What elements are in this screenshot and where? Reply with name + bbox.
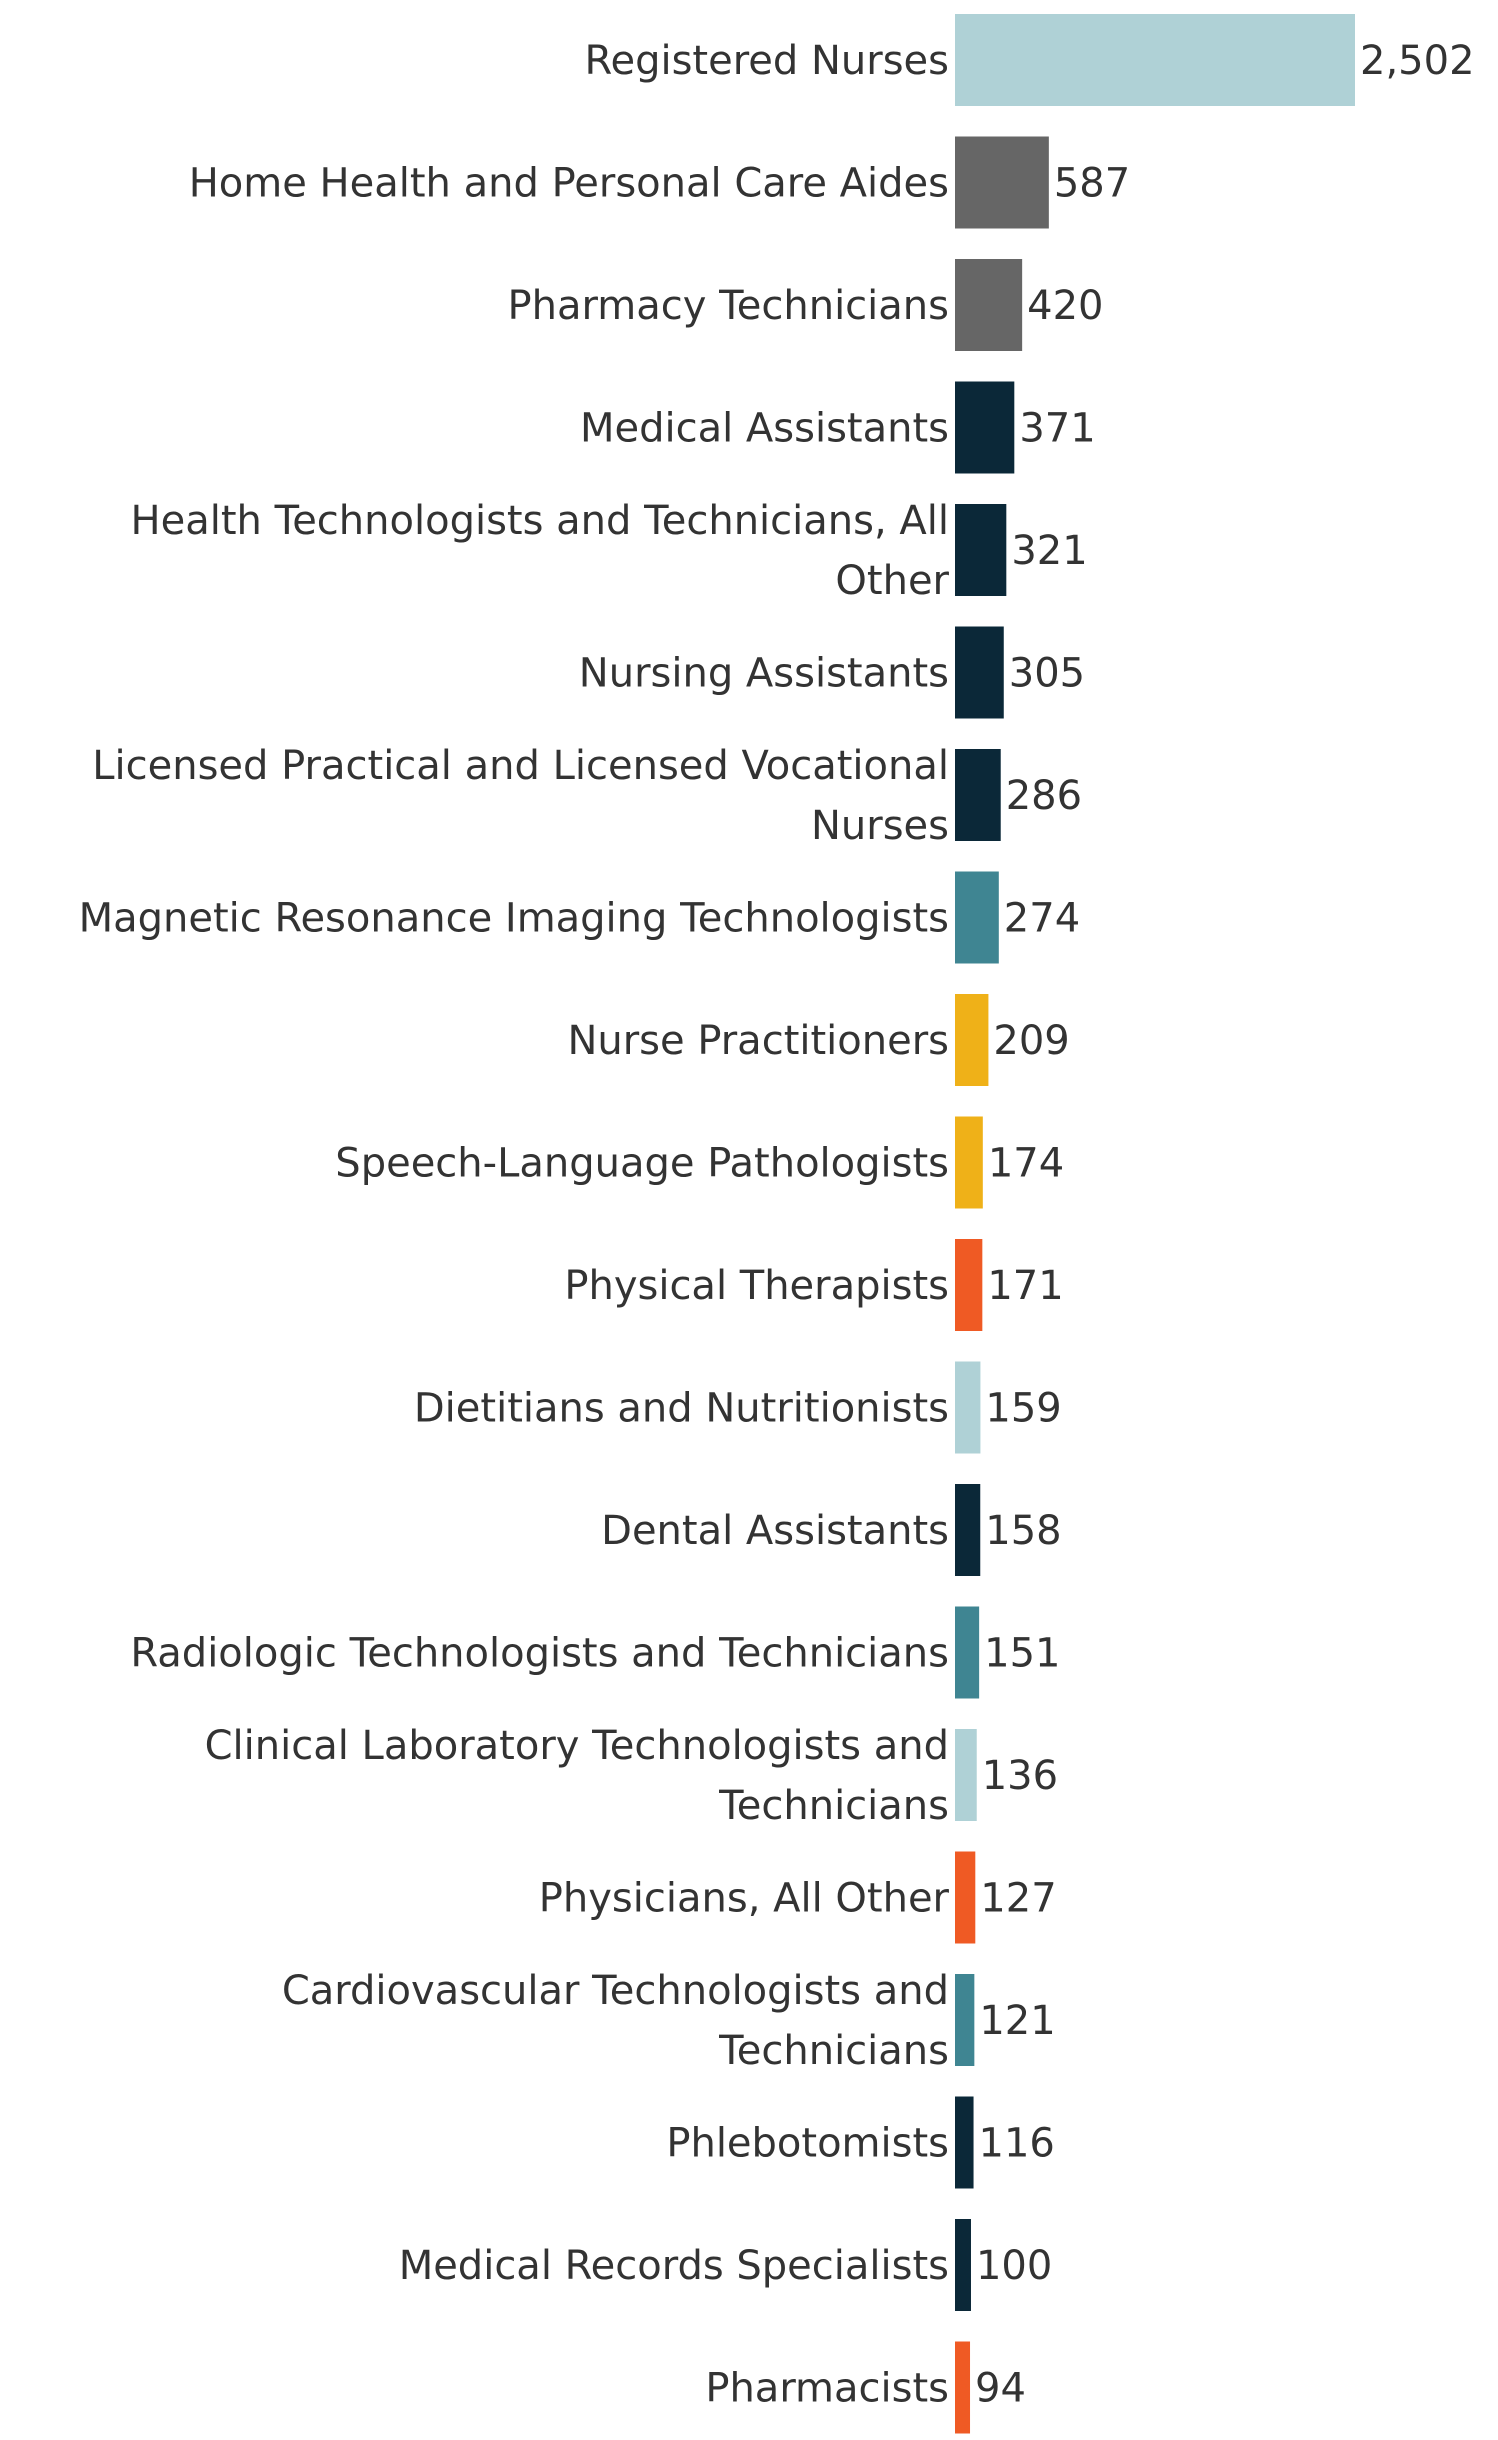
value-label-15: 127: [980, 1876, 1056, 1922]
value-label-5: 305: [1009, 651, 1085, 697]
bar-13: [955, 1606, 980, 1699]
bar-19: [955, 2341, 971, 2434]
category-label-14: Clinical Laboratory Technologists and Tec…: [205, 1723, 949, 1829]
category-label-7: Magnetic Resonance Imaging Technologists: [79, 896, 949, 942]
value-label-12: 158: [985, 1508, 1061, 1554]
category-label-2: Pharmacy Technicians: [508, 283, 949, 329]
bar-10: [955, 1239, 983, 1331]
category-label-6: Licensed Practical and Licensed Vocation…: [92, 743, 949, 849]
value-label-6: 286: [1006, 773, 1082, 819]
category-label-19: Pharmacists: [705, 2366, 949, 2412]
value-label-13: 151: [984, 1631, 1060, 1677]
bar-8: [955, 994, 989, 1086]
bar-2: [955, 259, 1023, 351]
category-label-line: Nurse Practitioners: [567, 1018, 949, 1064]
category-label-line: Technicians: [718, 2028, 949, 2074]
category-label-17: Phlebotomists: [666, 2121, 949, 2167]
bar-14: [955, 1729, 977, 1821]
category-label-line: Magnetic Resonance Imaging Technologists: [79, 896, 949, 942]
category-label-line: Health Technologists and Technicians, Al…: [131, 498, 950, 544]
value-label-10: 171: [987, 1263, 1063, 1309]
category-label-line: Medical Records Specialists: [399, 2243, 949, 2289]
category-label-13: Radiologic Technologists and Technicians: [130, 1631, 949, 1677]
category-label-10: Physical Therapists: [564, 1263, 949, 1309]
bar-16: [955, 1974, 975, 2066]
value-label-4: 321: [1011, 528, 1087, 574]
bar-5: [955, 626, 1004, 719]
category-label-5: Nursing Assistants: [579, 651, 949, 697]
category-label-18: Medical Records Specialists: [399, 2243, 949, 2289]
bar-9: [955, 1116, 983, 1209]
category-label-line: Home Health and Personal Care Aides: [189, 161, 949, 207]
category-label-line: Pharmacists: [705, 2366, 949, 2412]
value-label-7: 274: [1004, 896, 1080, 942]
category-label-3: Medical Assistants: [580, 406, 949, 452]
category-label-0: Registered Nurses: [584, 38, 949, 84]
bar-18: [955, 2219, 971, 2311]
category-label-11: Dietitians and Nutritionists: [414, 1386, 949, 1432]
category-label-line: Other: [835, 558, 949, 604]
category-label-line: Pharmacy Technicians: [508, 283, 949, 329]
value-label-8: 209: [993, 1018, 1069, 1064]
category-label-4: Health Technologists and Technicians, Al…: [131, 498, 950, 604]
category-label-line: Physical Therapists: [564, 1263, 949, 1309]
category-label-12: Dental Assistants: [601, 1508, 949, 1554]
category-label-line: Licensed Practical and Licensed Vocation…: [92, 743, 949, 789]
category-label-line: Nursing Assistants: [579, 651, 949, 697]
value-label-19: 94: [975, 2366, 1026, 2412]
bar-1: [955, 136, 1049, 229]
category-label-line: Dietitians and Nutritionists: [414, 1386, 949, 1432]
category-label-line: Dental Assistants: [601, 1508, 949, 1554]
category-label-line: Physicians, All Other: [539, 1876, 950, 1922]
category-label-8: Nurse Practitioners: [567, 1018, 949, 1064]
value-label-11: 159: [985, 1386, 1061, 1432]
value-label-18: 100: [976, 2243, 1052, 2289]
category-label-9: Speech-Language Pathologists: [335, 1141, 949, 1187]
category-label-line: Nurses: [811, 803, 949, 849]
bar-7: [955, 871, 999, 964]
bar-17: [955, 2096, 974, 2189]
value-label-17: 116: [979, 2121, 1055, 2167]
value-label-1: 587: [1054, 161, 1130, 207]
value-label-2: 420: [1027, 283, 1103, 329]
bar-12: [955, 1484, 981, 1576]
category-label-line: Medical Assistants: [580, 406, 949, 452]
value-label-0: 2,502: [1360, 38, 1475, 84]
value-label-9: 174: [988, 1141, 1064, 1187]
category-label-line: Technicians: [718, 1783, 949, 1829]
bar-4: [955, 504, 1007, 596]
category-label-line: Radiologic Technologists and Technicians: [130, 1631, 949, 1677]
category-label-line: Registered Nurses: [584, 38, 949, 84]
category-label-line: Phlebotomists: [666, 2121, 949, 2167]
category-label-line: Speech-Language Pathologists: [335, 1141, 949, 1187]
category-label-15: Physicians, All Other: [539, 1876, 950, 1922]
category-label-1: Home Health and Personal Care Aides: [189, 161, 949, 207]
value-label-3: 371: [1019, 406, 1095, 452]
value-label-14: 136: [982, 1753, 1058, 1799]
category-label-line: Clinical Laboratory Technologists and: [205, 1723, 949, 1769]
bar-15: [955, 1851, 976, 1944]
category-label-16: Cardiovascular Technologists and Technici…: [282, 1968, 949, 2074]
value-label-16: 121: [979, 1998, 1055, 2044]
bar-0: [955, 14, 1355, 106]
bar-11: [955, 1361, 981, 1454]
bar-6: [955, 749, 1001, 841]
category-label-line: Cardiovascular Technologists and: [282, 1968, 949, 2014]
bar-3: [955, 381, 1015, 474]
